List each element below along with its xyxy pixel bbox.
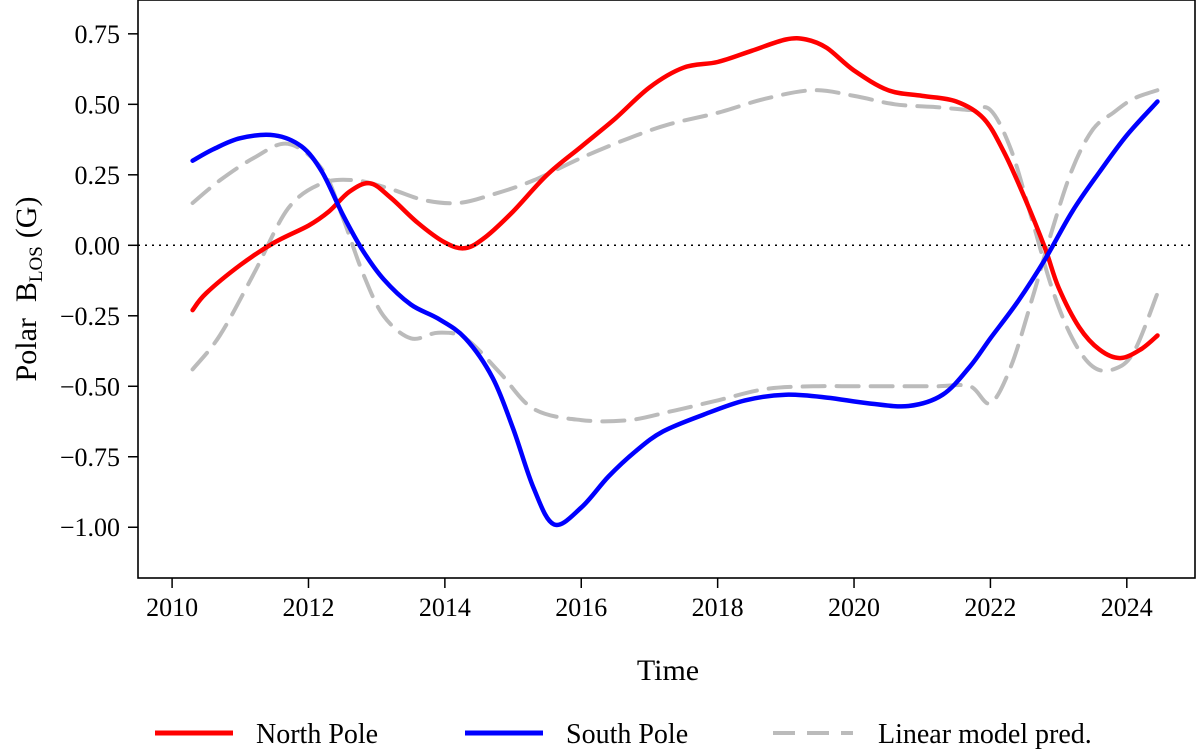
y-axis-title-prefix: Polar [10,318,43,381]
y-tick-label: 0.00 [75,231,121,260]
plot-frame [137,0,1196,579]
legend-item-model: Linear model pred. [773,719,1092,750]
x-tick-label: 2018 [692,593,744,622]
legend-label-north: North Pole [256,719,378,750]
axes-layer: 2010 2012 2014 2016 2018 2020 2022 2024 0.75 0.50… [60,20,1195,622]
y-tick-label: −0.75 [60,443,120,472]
x-tick-label: 2010 [146,593,198,622]
series-line-linear-model-pred-south [190,88,1160,424]
y-tick-label: −0.25 [60,302,120,331]
y-tick-label: 0.50 [75,90,121,119]
series-layer [190,36,1160,528]
x-tick-label: 2022 [964,593,1016,622]
x-tick-label: 2012 [282,593,334,622]
y-axis-title-subscript: LOS [26,246,47,282]
y-axis-title-unit: (G) [10,197,43,239]
x-tick-label: 2024 [1101,593,1153,622]
y-tick-label: 0.75 [75,20,121,49]
legend-item-north: North Pole [155,719,378,750]
legend-label-model: Linear model pred. [878,719,1092,750]
series-line-north-pole [190,36,1160,361]
x-axis-title: Time [637,654,699,687]
y-tick-label: 0.25 [75,161,121,190]
legend: North Pole South Pole Linear model pred. [155,719,1092,750]
legend-item-south: South Pole [465,719,688,750]
x-tick-label: 2014 [419,593,471,622]
y-axis-title: Polar BLOS (G) [10,197,47,382]
series-line-south-pole [190,99,1160,528]
y-tick-label: −1.00 [60,513,120,542]
y-axis-title-symbol: B [10,282,43,302]
series-line-linear-model-pred-north [190,88,1160,373]
legend-label-south: South Pole [566,719,688,750]
x-tick-label: 2020 [828,593,880,622]
y-tick-label: −0.50 [60,372,120,401]
x-tick-label: 2016 [555,593,607,622]
